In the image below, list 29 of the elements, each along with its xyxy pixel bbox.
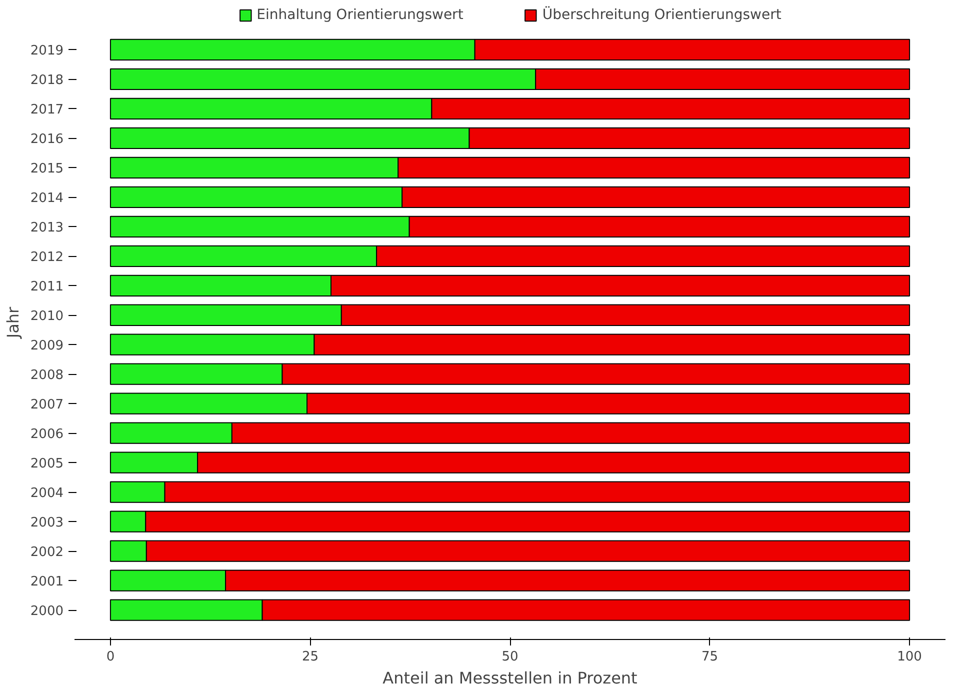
legend-label: Einhaltung Orientierungswert <box>256 7 464 23</box>
y-tick-label: 2018 <box>30 73 64 88</box>
y-tick-label: 2014 <box>30 191 64 206</box>
y-tick-label: 2000 <box>30 604 64 620</box>
y-tick-label: 2010 <box>30 309 64 324</box>
y-tick-label: 2008 <box>30 368 64 384</box>
y-tick-label: 2015 <box>30 162 64 177</box>
x-tick-label: 50 <box>502 650 518 664</box>
x-tick-label: 75 <box>702 650 718 664</box>
y-tick-label: 2013 <box>30 220 64 236</box>
x-tick-label: 0 <box>106 650 115 664</box>
legend-label: Überschreitung Orientierungswert <box>542 7 782 23</box>
x-tick-label: 100 <box>897 650 922 664</box>
y-tick-label: 2017 <box>30 102 64 118</box>
y-tick-label: 2011 <box>30 280 64 295</box>
y-tick-label: 2005 <box>30 456 64 472</box>
x-tick-label: 25 <box>302 650 319 664</box>
x-axis-title: Anteil an Messstellen in Prozent <box>382 668 638 688</box>
y-tick-label: 2001 <box>30 574 64 590</box>
y-tick-label: 2012 <box>30 250 64 266</box>
y-tick-label: 2019 <box>30 44 64 59</box>
y-tick-label: 2009 <box>30 338 64 354</box>
y-tick-label: 2016 <box>30 132 64 148</box>
y-tick-label: 2003 <box>30 516 64 531</box>
y-tick-label: 2007 <box>30 398 64 413</box>
y-tick-label: 2002 <box>30 545 64 560</box>
y-tick-label: 2006 <box>30 427 64 442</box>
y-axis-title: Jahr <box>3 306 22 340</box>
y-tick-label: 2004 <box>30 486 64 502</box>
